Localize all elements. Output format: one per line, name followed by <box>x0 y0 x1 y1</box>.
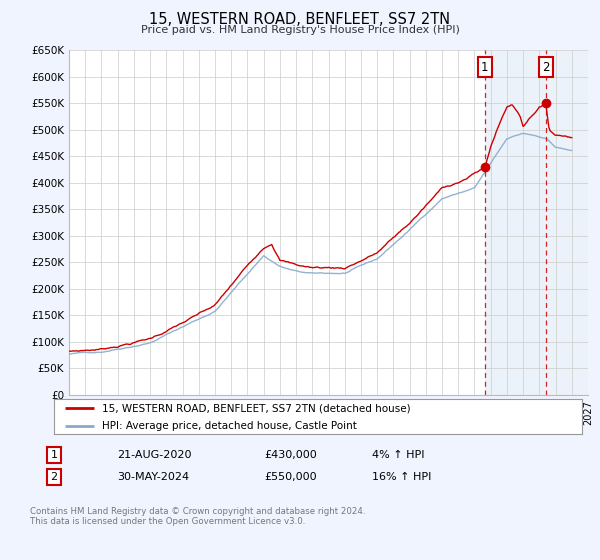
Bar <box>485 50 588 395</box>
Text: 15, WESTERN ROAD, BENFLEET, SS7 2TN (detached house): 15, WESTERN ROAD, BENFLEET, SS7 2TN (det… <box>101 403 410 413</box>
Text: 1: 1 <box>50 450 58 460</box>
Text: 1: 1 <box>481 60 488 74</box>
Text: Price paid vs. HM Land Registry's House Price Index (HPI): Price paid vs. HM Land Registry's House … <box>140 25 460 35</box>
Text: Contains HM Land Registry data © Crown copyright and database right 2024.
This d: Contains HM Land Registry data © Crown c… <box>30 507 365 526</box>
Text: 2: 2 <box>542 60 550 74</box>
Text: 15, WESTERN ROAD, BENFLEET, SS7 2TN: 15, WESTERN ROAD, BENFLEET, SS7 2TN <box>149 12 451 27</box>
Text: 30-MAY-2024: 30-MAY-2024 <box>117 472 189 482</box>
Text: £430,000: £430,000 <box>264 450 317 460</box>
Text: 2: 2 <box>50 472 58 482</box>
Text: 21-AUG-2020: 21-AUG-2020 <box>117 450 191 460</box>
Text: 4% ↑ HPI: 4% ↑ HPI <box>372 450 425 460</box>
Text: 16% ↑ HPI: 16% ↑ HPI <box>372 472 431 482</box>
Text: HPI: Average price, detached house, Castle Point: HPI: Average price, detached house, Cast… <box>101 421 356 431</box>
Text: £550,000: £550,000 <box>264 472 317 482</box>
